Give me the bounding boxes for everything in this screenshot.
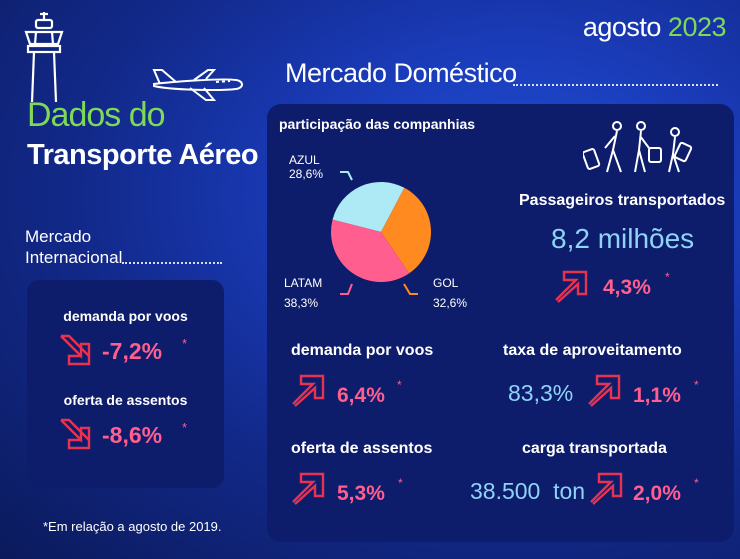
- airline-label-gol: GOL 32,6%: [433, 276, 467, 310]
- arrow-down-right-icon: [60, 418, 91, 450]
- title-line-1: Dados do: [27, 96, 166, 134]
- intl-seats-value: -8,6%: [102, 422, 163, 448]
- international-label-line-1: Mercado: [25, 227, 92, 246]
- passengers-label: Passageiros transportados: [519, 192, 726, 209]
- arrow-up-right-icon: [292, 472, 325, 505]
- seats-label: oferta de assentos: [291, 440, 433, 457]
- market-share-pie: [331, 182, 431, 282]
- month-name: agosto: [582, 12, 662, 42]
- load-factor-label: taxa de aproveitamento: [503, 342, 682, 359]
- cargo-change: 2,0%: [633, 482, 681, 505]
- passengers-value: 8,2 milhões: [551, 223, 695, 254]
- seats-asterisk: *: [398, 476, 403, 490]
- control-tower-icon: [24, 12, 64, 102]
- load-factor-change: 1,1%: [633, 384, 681, 407]
- travelers-icon: [583, 121, 693, 173]
- domestic-market-title: Mercado Doméstico: [285, 58, 517, 88]
- month-year: 2023: [667, 12, 727, 42]
- arrow-up-right-icon: [292, 374, 325, 407]
- airline-share: 32,6%: [433, 296, 468, 310]
- airline-share: 38,3%: [284, 296, 319, 310]
- intl-demand-asterisk: *: [182, 336, 188, 351]
- cargo-label: carga transportada: [522, 440, 667, 457]
- airplane-icon: [152, 69, 243, 101]
- market-share-label: participação das companhias: [279, 116, 476, 132]
- dotted-divider: [513, 84, 718, 86]
- international-label-line-2: Internacional: [25, 248, 123, 267]
- footnote: *Em relação a agosto de 2019.: [43, 519, 222, 534]
- pie-slice-azul: [332, 182, 405, 232]
- pie-slice-gol: [381, 187, 431, 274]
- leader-mark-latam: [340, 283, 353, 295]
- demand-asterisk: *: [397, 378, 402, 392]
- title-line-2: Transporte Aéreo: [27, 139, 259, 171]
- airline-name: GOL: [433, 276, 459, 290]
- leader-mark-azul: [340, 171, 353, 181]
- demand-change: 6,4%: [337, 384, 385, 407]
- arrow-down-right-icon: [60, 334, 91, 366]
- intl-demand-value: -7,2%: [102, 338, 163, 364]
- intl-demand-label: demanda por voos: [63, 308, 188, 324]
- domestic-panel: [267, 104, 734, 542]
- report-month: agosto 2023: [582, 12, 727, 43]
- passengers-asterisk: *: [665, 270, 670, 284]
- airline-label-azul: AZUL 28,6%: [289, 153, 323, 181]
- load-factor-asterisk: *: [694, 378, 699, 392]
- intl-seats-asterisk: *: [182, 420, 188, 435]
- airline-name: AZUL: [289, 153, 320, 167]
- pie-slice-latam: [331, 219, 410, 282]
- passengers-change: 4,3%: [603, 276, 651, 299]
- airline-name: LATAM: [284, 276, 323, 290]
- airline-share: 28,6%: [289, 167, 324, 181]
- cargo-value: 38.500 ton: [470, 478, 586, 504]
- airline-label-latam: LATAM 38,3%: [284, 276, 322, 310]
- dotted-divider: [122, 262, 222, 264]
- arrow-up-right-icon: [590, 472, 623, 505]
- leader-mark-gol: [403, 283, 418, 295]
- seats-change: 5,3%: [337, 482, 385, 505]
- international-market-label: Mercado Internacional: [25, 226, 122, 268]
- load-factor-value: 83,3%: [508, 380, 574, 406]
- international-panel: demanda por voos -7,2% * oferta de assen…: [27, 280, 224, 488]
- demand-label: demanda por voos: [291, 342, 434, 359]
- intl-seats-label: oferta de assentos: [63, 392, 188, 408]
- arrow-up-right-icon: [555, 270, 588, 303]
- cargo-asterisk: *: [694, 476, 699, 490]
- arrow-up-right-icon: [588, 374, 621, 407]
